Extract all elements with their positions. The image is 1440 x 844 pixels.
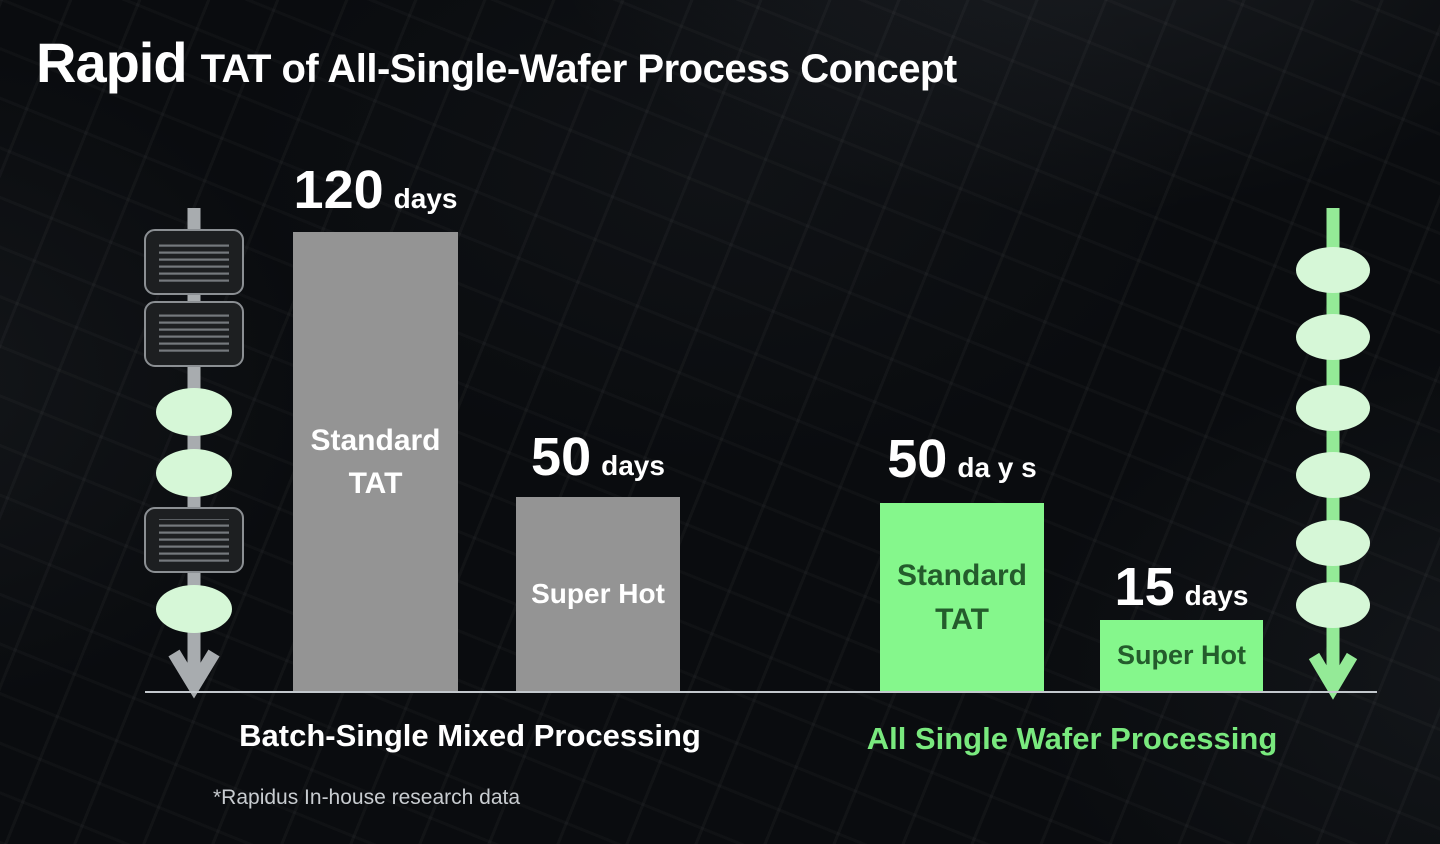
chart-baseline <box>145 691 1377 693</box>
bar-value-label: 120 days <box>293 163 458 217</box>
single-wafer-icon <box>1296 314 1370 360</box>
single-wafer-icon <box>156 388 232 436</box>
value-number: 50 <box>531 427 592 487</box>
source-footnote: *Rapidus In-house research data <box>213 786 521 809</box>
group-label-batch-single: Batch-Single Mixed Processing <box>239 718 701 753</box>
bar-category-label: Super Hot <box>531 578 665 610</box>
wafer-batch-icon <box>144 507 244 573</box>
value-number: 15 <box>1114 557 1175 617</box>
wafer-batch-icon <box>144 301 244 367</box>
value-unit: da y s <box>957 452 1037 483</box>
bar-value-label: 50 days <box>516 430 680 484</box>
single-wafer-flow-diagram <box>1296 208 1370 700</box>
title-emphasis: Rapid <box>36 31 188 94</box>
value-number: 50 <box>887 429 948 489</box>
title-rest: TAT of All-Single-Wafer Process Concept <box>200 47 958 91</box>
bar-value-label: 50 da y s <box>880 432 1044 486</box>
single-wafer-icon <box>156 449 232 497</box>
single-wafer-icon <box>156 585 232 633</box>
page-title: Rapid TAT of All-Single-Wafer Process Con… <box>36 30 957 95</box>
single-wafer-icon <box>1296 582 1370 628</box>
single-wafer-icon <box>1296 247 1370 293</box>
bar-super-hot-batch: Super Hot <box>516 497 680 692</box>
value-unit: days <box>393 183 458 214</box>
bar-super-hot-single: Super Hot <box>1100 620 1263 692</box>
bar-category-label: Super Hot <box>1116 640 1246 671</box>
bar-value-label: 15 days <box>1100 560 1263 614</box>
batch-flow-diagram <box>144 208 244 699</box>
value-unit: days <box>601 450 665 481</box>
value-unit: days <box>1184 580 1249 611</box>
bar-category-label: Standard TAT <box>896 559 1028 636</box>
single-wafer-icon <box>1296 385 1370 431</box>
single-wafer-icon <box>1296 452 1370 498</box>
single-wafer-icon <box>1296 520 1370 566</box>
value-number: 120 <box>293 160 384 220</box>
bar-standard-tat-single: Standard TAT <box>880 503 1044 692</box>
bar-category-label: Standard TAT <box>310 423 441 501</box>
group-label-all-single: All Single Wafer Processing <box>866 721 1278 756</box>
bar-standard-tat-batch: Standard TAT <box>293 232 458 692</box>
wafer-batch-icon <box>144 229 244 295</box>
